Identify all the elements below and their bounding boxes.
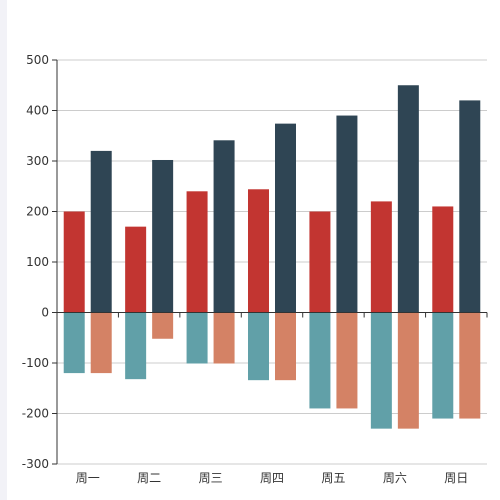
bar xyxy=(275,123,296,313)
tick-labels: -300 -200 -100 0 100 200 300 400 500 周一 周二 周三 周四 周五 周六… xyxy=(22,53,469,485)
y-tick-label: -200 xyxy=(22,407,49,421)
bar xyxy=(370,312,392,429)
y-tick-label: 400 xyxy=(26,104,49,118)
bar xyxy=(309,312,331,409)
bar xyxy=(63,211,85,313)
x-tick-label: 周三 xyxy=(199,471,223,485)
left-panel-edge xyxy=(0,0,7,500)
axes xyxy=(52,59,488,465)
y-tick-label: 100 xyxy=(26,255,49,269)
x-tick-label: 周日 xyxy=(444,471,468,485)
bar xyxy=(248,189,269,313)
bar xyxy=(459,100,481,313)
bar xyxy=(90,312,112,374)
y-tick-label: 0 xyxy=(41,306,49,320)
bar xyxy=(459,312,481,419)
grid-lines xyxy=(57,59,487,465)
y-tick-label: -300 xyxy=(22,457,49,471)
bars xyxy=(63,85,481,429)
bar xyxy=(125,226,147,313)
bar xyxy=(248,312,269,381)
bar xyxy=(275,312,296,381)
bar xyxy=(397,312,419,429)
x-tick-label: 周二 xyxy=(137,471,161,485)
bar xyxy=(432,312,454,419)
bar xyxy=(213,140,235,313)
bar xyxy=(125,312,147,380)
bar xyxy=(336,312,358,409)
y-tick-label: -100 xyxy=(22,356,49,370)
bar xyxy=(63,312,85,374)
bar xyxy=(370,201,392,313)
bar xyxy=(309,211,331,313)
bar xyxy=(432,206,454,313)
y-tick-label: 500 xyxy=(26,53,49,67)
x-tick-label: 周一 xyxy=(76,471,100,485)
bar xyxy=(152,312,174,339)
bar xyxy=(336,115,358,313)
y-tick-label: 300 xyxy=(26,154,49,168)
bar xyxy=(152,159,174,313)
bar xyxy=(397,85,419,313)
y-tick-label: 200 xyxy=(26,205,49,219)
bar xyxy=(213,312,235,364)
bar xyxy=(90,150,112,313)
x-tick-label: 周四 xyxy=(260,471,284,485)
bar xyxy=(186,191,208,313)
x-tick-label: 周六 xyxy=(383,471,407,485)
x-tick-label: 周五 xyxy=(321,471,345,485)
bar xyxy=(186,312,208,364)
